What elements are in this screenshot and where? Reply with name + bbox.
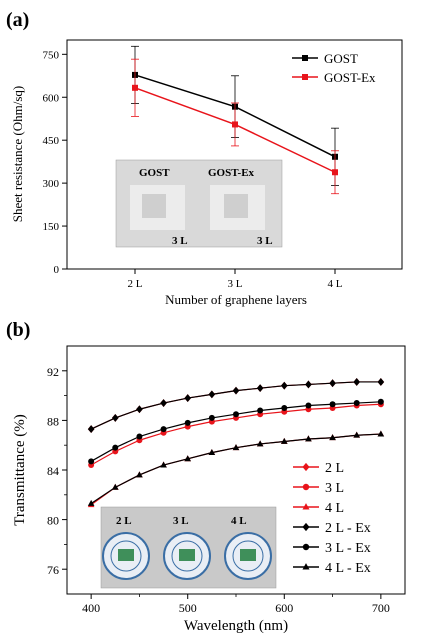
panel-a-photo-inset: GOST GOST-Ex 3 L 3 L: [115, 159, 283, 248]
legend-label: 3 L - Ex: [325, 541, 371, 556]
x-tick-label: 700: [372, 601, 390, 615]
data-point: [87, 499, 95, 506]
data-point: [232, 444, 240, 451]
x-tick-label: 600: [275, 601, 293, 615]
panel-b-x-axis-title: Wavelength (nm): [184, 618, 288, 634]
data-point: [281, 405, 288, 411]
data-point: [160, 461, 167, 468]
data-point: [280, 437, 288, 444]
inset-sublabel-1: 3 L: [172, 235, 188, 247]
data-point: [112, 444, 119, 451]
panel-a-x-axis-title: Number of graphene layers: [165, 292, 307, 307]
inset-sublabel-2: 3 L: [257, 235, 273, 247]
data-point: [332, 169, 338, 176]
panel-a: (a) Number of graphene layers Sheet resi…: [6, 9, 403, 307]
data-point: [353, 431, 361, 438]
data-point: [256, 440, 264, 447]
data-point: [232, 121, 238, 128]
y-tick-label: 0: [54, 264, 60, 276]
data-point: [87, 425, 95, 433]
data-point: [305, 380, 312, 389]
data-point: [160, 426, 167, 433]
x-tick-label: 4 L: [328, 278, 343, 290]
data-point: [256, 384, 264, 393]
data-point: [280, 381, 288, 390]
y-tick-label: 80: [47, 514, 59, 528]
data-point: [329, 379, 336, 388]
panel-a-label: (a): [6, 9, 29, 31]
data-point: [111, 483, 119, 490]
inset-seal-3: [224, 532, 272, 580]
legend-marker: [302, 563, 310, 570]
data-point: [111, 414, 119, 422]
legend-marker: [302, 74, 308, 80]
y-tick-label: 450: [43, 135, 60, 147]
legend-marker: [302, 522, 310, 532]
panel-a-y-axis-title: Sheet resistance (Ohm/sq): [10, 86, 25, 222]
data-point: [377, 430, 385, 437]
x-tick-label: 2 L: [128, 278, 143, 290]
legend-marker: [302, 55, 308, 61]
data-point: [208, 449, 216, 456]
x-tick-label: 3 L: [228, 278, 243, 290]
legend-label: GOST-Ex: [324, 70, 376, 85]
y-tick-label: 88: [47, 414, 59, 428]
data-point: [377, 378, 385, 386]
panel-b: (b) Wavelength (nm) Transmittance (%) 76…: [6, 319, 406, 634]
data-point: [88, 458, 95, 465]
y-tick-label: 150: [43, 221, 60, 233]
panel-b-label: (b): [6, 319, 30, 341]
inset-label-gost: GOST: [139, 167, 170, 179]
legend-label: 4 L - Ex: [325, 561, 371, 576]
data-point: [184, 394, 192, 402]
y-tick-label: 84: [47, 464, 59, 478]
legend-label: 4 L: [325, 501, 344, 516]
legend-marker: [302, 503, 310, 510]
data-point: [353, 400, 360, 407]
y-tick-label: 750: [43, 49, 60, 61]
inset-label-4l: 4 L: [231, 515, 247, 527]
data-point: [160, 399, 167, 407]
data-point: [329, 401, 336, 408]
inset-seal-2: [163, 532, 211, 580]
data-point: [329, 434, 336, 441]
panel-b-photo-inset: 2 L 3 L 4 L: [100, 506, 277, 589]
legend-label: 3 L: [325, 481, 344, 496]
data-point: [136, 471, 143, 478]
data-point: [377, 398, 384, 405]
data-point: [305, 402, 312, 409]
y-tick-label: 600: [43, 92, 60, 104]
data-point: [132, 84, 138, 91]
legend-label: GOST: [324, 51, 358, 66]
x-tick-label: 500: [179, 601, 197, 615]
data-point: [208, 390, 216, 399]
legend-marker: [302, 483, 310, 491]
data-point: [184, 419, 191, 426]
data-point: [257, 407, 264, 414]
data-point: [208, 414, 215, 421]
inset-label-gost-ex: GOST-Ex: [208, 167, 255, 179]
inset-label-2l: 2 L: [116, 515, 132, 527]
y-tick-label: 300: [43, 178, 60, 190]
data-point: [184, 455, 192, 462]
data-point: [136, 433, 143, 440]
x-tick-label: 400: [82, 601, 100, 615]
data-point: [136, 405, 143, 414]
data-point: [305, 435, 312, 442]
inset-seal-1: [102, 532, 150, 580]
legend-marker: [302, 462, 310, 472]
legend-marker: [302, 543, 310, 551]
inset-label-3l: 3 L: [173, 515, 189, 527]
panel-b-y-axis-title: Transmittance (%): [12, 414, 28, 526]
y-tick-label: 76: [47, 563, 59, 577]
legend-label: 2 L - Ex: [325, 521, 371, 536]
inset-film-gost-ex: [224, 194, 248, 218]
data-point: [232, 386, 240, 395]
legend-label: 2 L: [325, 461, 344, 476]
y-tick-label: 92: [47, 365, 59, 379]
inset-film-gost: [142, 194, 166, 218]
data-point: [353, 378, 361, 386]
data-point: [233, 411, 239, 418]
